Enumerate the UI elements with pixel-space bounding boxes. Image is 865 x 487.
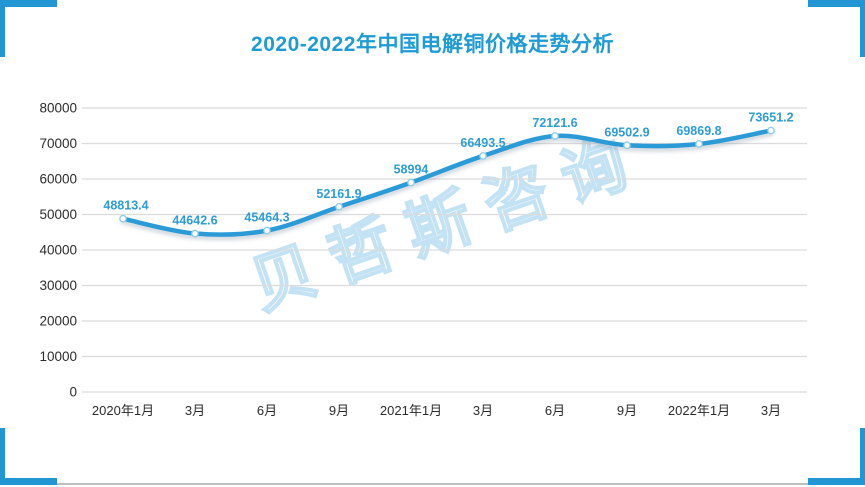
- x-tick-label: 6月: [545, 403, 565, 418]
- data-point-marker: [119, 214, 127, 223]
- data-point-marker: [191, 229, 199, 238]
- x-tick-label: 9月: [329, 403, 349, 418]
- data-point-label: 44642.6: [172, 214, 217, 228]
- y-tick-label: 0: [69, 385, 77, 400]
- data-point-label: 69502.9: [604, 125, 649, 139]
- data-point-label: 66493.5: [460, 136, 505, 150]
- data-point-marker: [551, 132, 559, 140]
- y-tick-label: 80000: [39, 101, 77, 116]
- data-point-label: 52161.9: [316, 187, 361, 201]
- x-tick-label: 2021年1月: [380, 403, 442, 418]
- y-tick-label: 30000: [39, 278, 77, 293]
- x-tick-label: 2020年1月: [92, 403, 154, 418]
- data-point-label: 73651.2: [748, 111, 793, 125]
- data-point-marker: [479, 152, 487, 160]
- y-tick-label: 60000: [39, 172, 77, 187]
- data-point-label: 45464.3: [244, 211, 289, 225]
- price-line: [120, 128, 774, 237]
- y-tick-label: 10000: [39, 349, 77, 364]
- series-copper-price: [119, 126, 775, 238]
- data-point-marker: [767, 126, 775, 135]
- y-tick-label: 50000: [39, 207, 77, 222]
- gridlines: [82, 107, 807, 393]
- x-axis-tick-labels: 2020年1月 3月 6月 9月 2021年1月 3月 6月 9月 2022年1月 3月: [92, 403, 781, 418]
- y-tick-label: 20000: [39, 314, 77, 329]
- data-point-label: 72121.6: [532, 116, 577, 130]
- x-tick-label: 6月: [257, 403, 277, 418]
- y-axis-tick-labels: 0 10000 20000 30000 40000 50000 60000 70000 8000…: [39, 101, 77, 400]
- data-point-marker: [407, 178, 415, 187]
- data-point-marker: [335, 202, 343, 211]
- data-labels: 48813.4 44642.6 45464.3 52161.9 58994 66493.5…: [103, 111, 793, 228]
- data-point-label: 69869.8: [676, 124, 721, 138]
- y-tick-label: 70000: [39, 136, 77, 151]
- data-point-label: 58994: [394, 163, 429, 177]
- x-tick-label: 2022年1月: [668, 403, 730, 418]
- x-tick-label: 9月: [617, 403, 637, 418]
- x-tick-label: 3月: [185, 403, 205, 418]
- data-point-marker: [623, 141, 631, 150]
- chart-title: 2020-2022年中国电解铜价格走势分析: [251, 33, 614, 56]
- corner-decoration-top-left: [0, 0, 57, 57]
- data-point-marker: [263, 226, 271, 235]
- corner-decoration-bottom-right: [808, 428, 865, 485]
- data-point-label: 48813.4: [103, 199, 148, 213]
- x-tick-label: 3月: [473, 403, 493, 418]
- bottom-divider-line: [0, 483, 865, 485]
- x-tick-label: 3月: [761, 403, 781, 418]
- data-point-marker: [695, 140, 703, 148]
- corner-decoration-bottom-left: [0, 428, 57, 485]
- corner-decoration-top-right: [808, 0, 865, 57]
- y-tick-label: 40000: [39, 243, 77, 258]
